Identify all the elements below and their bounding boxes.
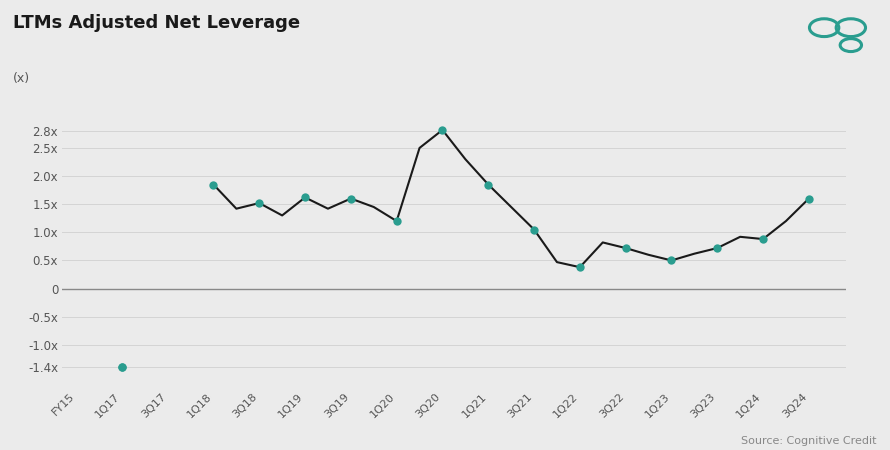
Text: (x): (x) [13, 72, 30, 85]
Point [435, 126, 449, 134]
Point [527, 226, 541, 233]
Point [298, 194, 312, 201]
Point [710, 244, 724, 252]
Point [664, 257, 678, 264]
Point [802, 195, 816, 202]
Point [481, 181, 496, 188]
Point [115, 364, 129, 371]
Point [573, 264, 587, 271]
Point [252, 199, 266, 207]
Text: Source: Cognitive Credit: Source: Cognitive Credit [741, 436, 877, 446]
Point [344, 195, 358, 202]
Point [115, 364, 129, 371]
Point [206, 181, 221, 188]
Text: LTMs Adjusted Net Leverage: LTMs Adjusted Net Leverage [13, 14, 301, 32]
Point [619, 244, 633, 252]
Point [756, 235, 770, 243]
Point [390, 217, 404, 225]
